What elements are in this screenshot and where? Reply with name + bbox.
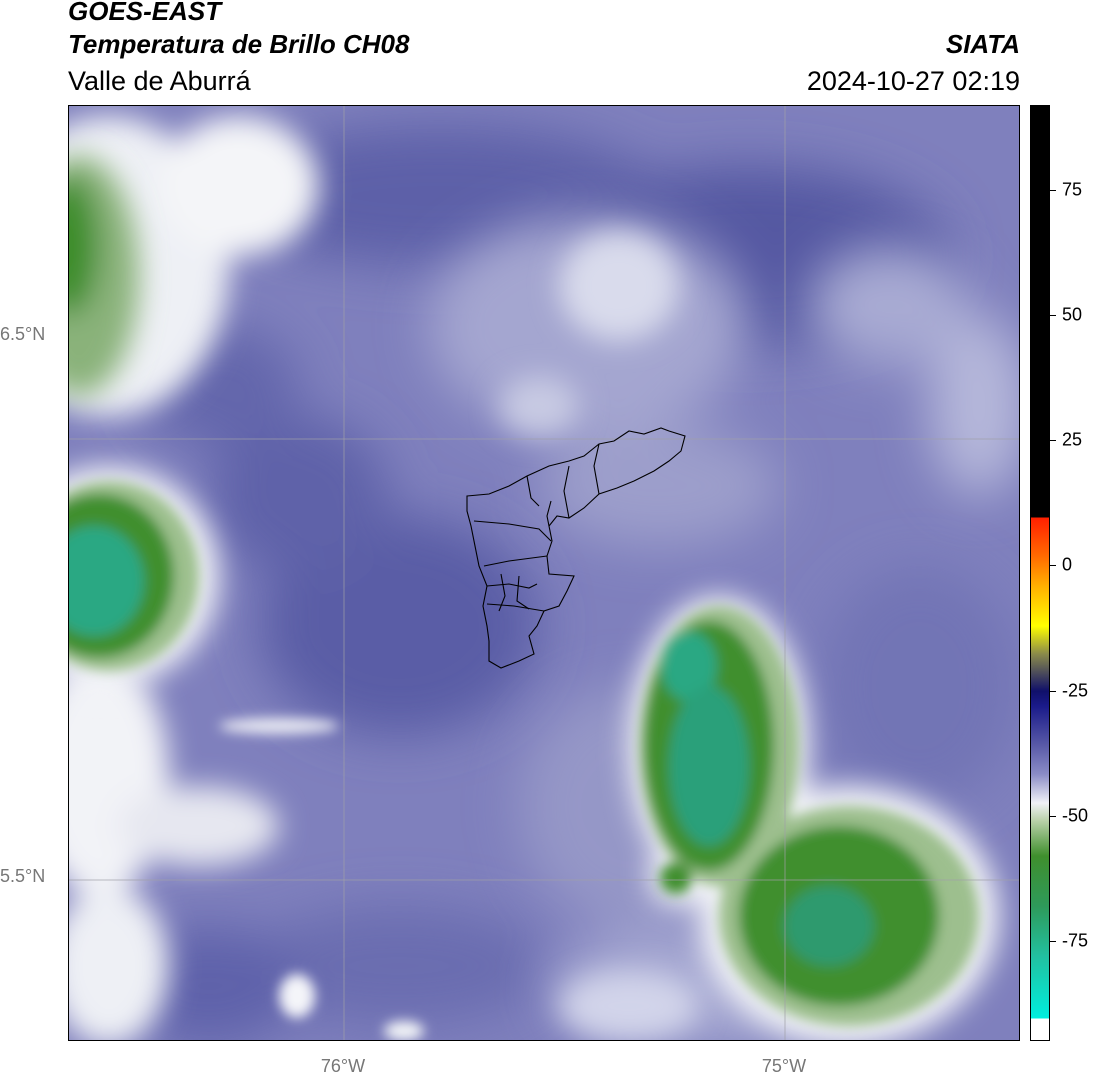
aburra-boundaries [466,427,686,669]
west-cell [69,481,199,671]
map-canvas [69,106,1019,1040]
lon-label-75w: 75°W [761,1056,807,1076]
colorbar-tick [1050,940,1056,942]
colorbar-tick-label: -25 [1062,680,1089,701]
colorbar-tick-label: 50 [1062,304,1083,325]
region-subtitle: Valle de Aburrá [68,66,251,96]
product-title: Temperatura de Brillo CH08 [68,29,410,59]
colorbar-tick [1050,565,1056,567]
temperature-colorbar [1030,105,1050,1041]
cool-spots [499,231,699,1040]
colorbar-tick-label: 0 [1062,554,1073,575]
satellite-map[interactable] [68,105,1020,1041]
satellite-title: GOES-EAST [68,0,222,26]
colorbar-tick-label: -50 [1062,805,1089,826]
map-gridlines [69,106,1019,1040]
colorbar-tick [1050,440,1056,442]
colorbar-tick-label: 25 [1062,429,1083,450]
timestamp-label: 2024-10-27 02:19 [806,66,1020,96]
agency-label: SIATA [945,29,1020,59]
lon-label-76w: 76°W [320,1056,366,1076]
colorbar-tick [1050,690,1056,692]
lat-label-6-5: 6.5°N [0,324,46,344]
small-streaks [219,718,424,1040]
colorbar-tick-label: -75 [1062,930,1089,951]
colorbar-tick [1050,815,1056,817]
colorbar-tick [1050,190,1056,192]
east-cloud-core [639,606,979,1026]
colorbar-tick-label: 75 [1062,179,1083,200]
colorbar-tick [1050,315,1056,317]
lat-label-5-5: 5.5°N [0,866,46,886]
